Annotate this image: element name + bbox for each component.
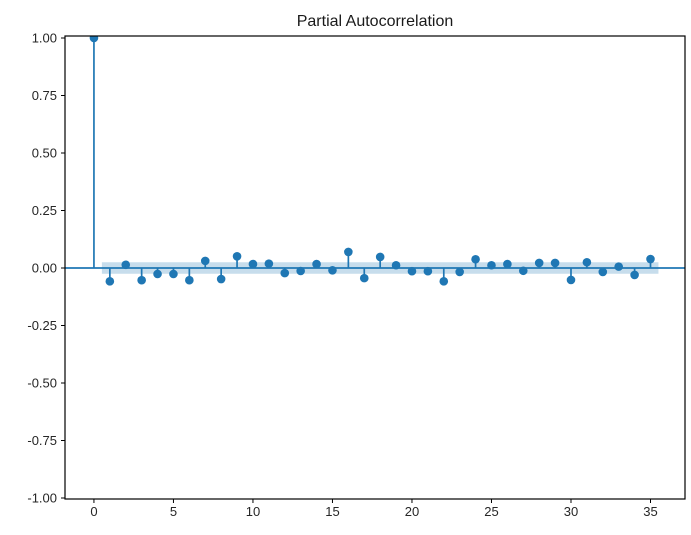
marker	[598, 267, 608, 277]
marker	[471, 254, 480, 264]
x-tick-label: 15	[325, 504, 339, 519]
marker	[439, 277, 449, 286]
marker	[105, 277, 115, 286]
marker	[280, 268, 290, 278]
marker	[550, 258, 560, 268]
marker	[359, 273, 369, 283]
marker	[582, 257, 592, 267]
marker	[566, 275, 576, 285]
marker	[534, 258, 544, 268]
y-tick-label: -1.00	[27, 491, 57, 506]
y-tick-label: -0.50	[27, 376, 57, 391]
stem-layer	[65, 36, 685, 286]
marker	[614, 262, 623, 271]
marker	[89, 36, 99, 43]
marker	[232, 251, 242, 261]
y-tick-label: 0.75	[32, 88, 57, 103]
marker	[216, 274, 226, 284]
marker	[391, 260, 401, 270]
marker	[121, 260, 131, 270]
marker	[264, 259, 274, 268]
axis-layer: 0 5 10 15 20 25 30 35 1.00 0.75 0.50 0.25 0.00 -0.25 -…	[27, 31, 686, 519]
marker	[344, 247, 353, 257]
marker	[518, 266, 528, 276]
marker	[153, 269, 162, 279]
x-tick-label: 0	[90, 504, 97, 519]
marker	[248, 259, 258, 269]
x-tick-label: 20	[405, 504, 419, 519]
marker	[328, 266, 337, 275]
x-tick-label: 10	[246, 504, 260, 519]
x-tick-label: 30	[564, 504, 578, 519]
y-tick-label: 0.50	[32, 146, 57, 161]
y-tick-label: 1.00	[32, 31, 57, 46]
marker	[646, 254, 655, 264]
marker	[630, 270, 639, 280]
marker	[503, 259, 512, 269]
y-tick-label: 0.00	[32, 261, 57, 276]
marker	[312, 259, 321, 269]
marker	[200, 256, 210, 266]
x-tick-label: 5	[170, 504, 177, 519]
y-tick-label: -0.75	[27, 433, 57, 448]
y-tick-label: -0.25	[27, 318, 57, 333]
x-tick-label: 35	[643, 504, 657, 519]
marker	[487, 260, 496, 270]
chart-title: Partial Autocorrelation	[297, 13, 454, 30]
marker	[185, 275, 194, 285]
marker	[137, 275, 146, 285]
marker	[296, 266, 305, 276]
marker	[407, 266, 417, 276]
marker	[375, 252, 385, 262]
x-tick-label: 25	[484, 504, 498, 519]
marker	[455, 267, 464, 277]
marker	[423, 266, 433, 276]
plot-frame	[64, 35, 686, 500]
marker	[169, 269, 178, 279]
y-tick-label: 0.25	[32, 203, 57, 218]
